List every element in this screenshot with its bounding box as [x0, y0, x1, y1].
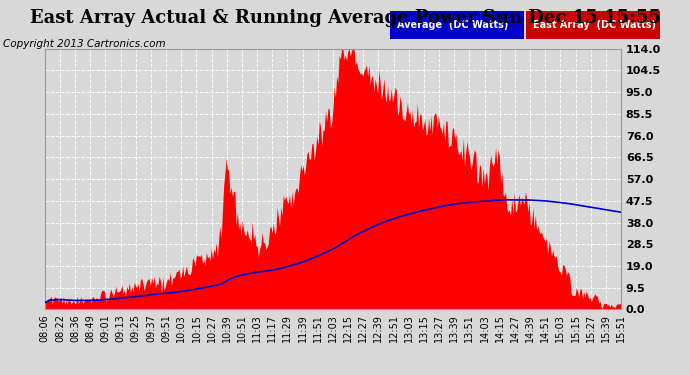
- Text: Average  (DC Watts): Average (DC Watts): [397, 20, 508, 30]
- Text: East Array  (DC Watts): East Array (DC Watts): [533, 20, 656, 30]
- Text: East Array Actual & Running Average Power Sun Dec 15 15:55: East Array Actual & Running Average Powe…: [30, 9, 660, 27]
- Text: Copyright 2013 Cartronics.com: Copyright 2013 Cartronics.com: [3, 39, 166, 50]
